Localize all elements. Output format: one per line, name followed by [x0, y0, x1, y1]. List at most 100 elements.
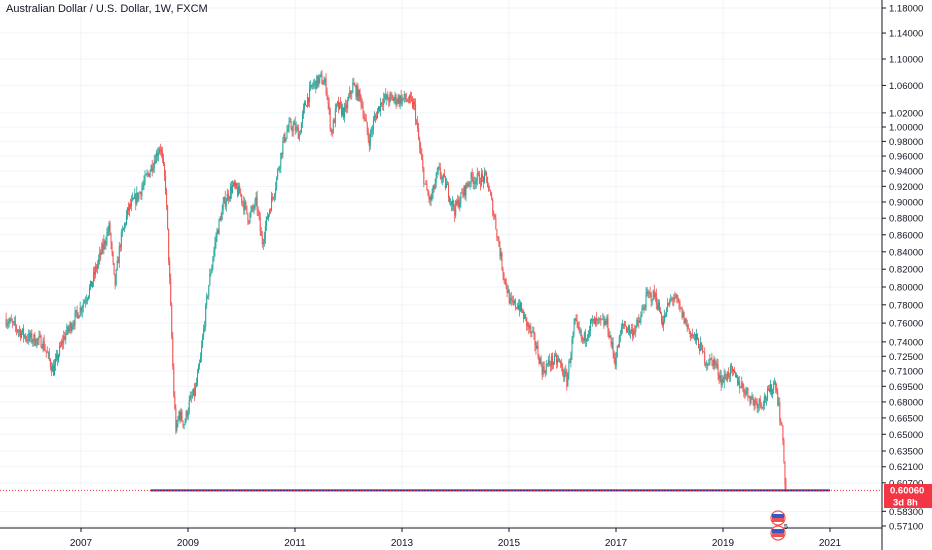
- candle-body[interactable]: [705, 363, 707, 366]
- candle-body[interactable]: [37, 338, 39, 340]
- candle-body[interactable]: [13, 321, 15, 322]
- candle-body[interactable]: [545, 365, 547, 374]
- candle-body[interactable]: [294, 122, 296, 131]
- candle-body[interactable]: [118, 245, 120, 264]
- candle-body[interactable]: [40, 335, 42, 348]
- candle-body[interactable]: [74, 312, 76, 325]
- candle-body[interactable]: [401, 97, 403, 104]
- candle-body[interactable]: [31, 332, 33, 342]
- candle-body[interactable]: [735, 372, 737, 377]
- candle-body[interactable]: [52, 366, 54, 376]
- candle-body[interactable]: [88, 287, 90, 296]
- candle-body[interactable]: [742, 382, 744, 388]
- candle-body[interactable]: [656, 304, 658, 310]
- candle-body[interactable]: [446, 183, 448, 185]
- candle-body[interactable]: [508, 290, 510, 304]
- candle-body[interactable]: [300, 122, 302, 134]
- candle-body[interactable]: [410, 97, 412, 100]
- candle-body[interactable]: [536, 345, 538, 349]
- candle-body[interactable]: [234, 182, 236, 186]
- candle-body[interactable]: [711, 358, 713, 361]
- candle-body[interactable]: [641, 310, 643, 316]
- candle-body[interactable]: [524, 314, 526, 320]
- candle-body[interactable]: [104, 240, 106, 245]
- candle-body[interactable]: [613, 352, 615, 359]
- candle-body[interactable]: [628, 326, 630, 330]
- candle-body[interactable]: [268, 210, 270, 215]
- candle-body[interactable]: [780, 420, 782, 424]
- candle-body[interactable]: [622, 323, 624, 326]
- candle-body[interactable]: [117, 260, 119, 264]
- candle-body[interactable]: [422, 159, 424, 168]
- candle-body[interactable]: [555, 355, 557, 356]
- candle-body[interactable]: [489, 189, 491, 191]
- candle-body[interactable]: [603, 318, 605, 326]
- candle-body[interactable]: [616, 345, 618, 358]
- candle-body[interactable]: [226, 193, 228, 202]
- candle-body[interactable]: [572, 333, 574, 340]
- candle-body[interactable]: [176, 423, 178, 431]
- candle-body[interactable]: [736, 375, 738, 377]
- candle-body[interactable]: [57, 354, 59, 361]
- candle-body[interactable]: [587, 333, 589, 338]
- candle-body[interactable]: [368, 139, 370, 146]
- candle-body[interactable]: [453, 200, 455, 209]
- candle-body[interactable]: [676, 295, 678, 298]
- candle-body[interactable]: [693, 334, 695, 336]
- candle-body[interactable]: [102, 244, 104, 250]
- candle-body[interactable]: [715, 364, 717, 366]
- candle-body[interactable]: [517, 305, 519, 309]
- candle-body[interactable]: [611, 342, 613, 345]
- candle-body[interactable]: [170, 278, 172, 306]
- candle-body[interactable]: [405, 99, 407, 100]
- flag-icon-event-1[interactable]: [770, 510, 786, 526]
- candle-body[interactable]: [107, 231, 109, 233]
- candle-body[interactable]: [477, 172, 479, 174]
- candle-body[interactable]: [667, 302, 669, 308]
- candle-body[interactable]: [330, 128, 332, 132]
- candle-body[interactable]: [494, 215, 496, 218]
- candle-body[interactable]: [371, 129, 373, 131]
- candle-body[interactable]: [685, 318, 687, 326]
- candle-body[interactable]: [85, 300, 87, 302]
- candle-body[interactable]: [70, 323, 72, 331]
- candle-body[interactable]: [212, 258, 214, 267]
- candle-body[interactable]: [585, 338, 587, 342]
- candle-body[interactable]: [643, 308, 645, 310]
- candle-body[interactable]: [774, 381, 776, 384]
- candle-body[interactable]: [511, 300, 513, 301]
- candle-body[interactable]: [409, 95, 411, 98]
- candle-body[interactable]: [623, 323, 625, 326]
- candle-body[interactable]: [112, 251, 114, 263]
- candle-body[interactable]: [38, 335, 40, 340]
- time-axis[interactable]: 2007 2009 2011 2013 2015 2017 2019 2021: [0, 527, 882, 549]
- candle-body[interactable]: [287, 128, 289, 132]
- candle-body[interactable]: [565, 370, 567, 375]
- candle-body[interactable]: [282, 141, 284, 155]
- flag-icon-event-2[interactable]: 5: [770, 524, 788, 541]
- candle-body[interactable]: [111, 243, 113, 252]
- candle-body[interactable]: [62, 341, 64, 344]
- candle-body[interactable]: [144, 174, 146, 182]
- candle-body[interactable]: [145, 174, 147, 176]
- candle-body[interactable]: [421, 153, 423, 160]
- candle-body[interactable]: [151, 165, 153, 171]
- candle-body[interactable]: [388, 100, 390, 103]
- candle-body[interactable]: [327, 97, 329, 104]
- candle-body[interactable]: [344, 107, 346, 118]
- candle-body[interactable]: [311, 84, 313, 87]
- candle-body[interactable]: [784, 461, 786, 485]
- candle-body[interactable]: [154, 160, 156, 164]
- candle-body[interactable]: [655, 293, 657, 305]
- candle-body[interactable]: [668, 302, 670, 305]
- candle-body[interactable]: [490, 190, 492, 195]
- candle-body[interactable]: [581, 337, 583, 339]
- candle-body[interactable]: [567, 374, 569, 387]
- candle-body[interactable]: [473, 181, 475, 185]
- candle-body[interactable]: [259, 217, 261, 232]
- candle-body[interactable]: [187, 411, 189, 417]
- candle-body[interactable]: [533, 331, 535, 335]
- candle-body[interactable]: [220, 217, 222, 220]
- candle-body[interactable]: [215, 237, 217, 243]
- candle-body[interactable]: [352, 82, 354, 93]
